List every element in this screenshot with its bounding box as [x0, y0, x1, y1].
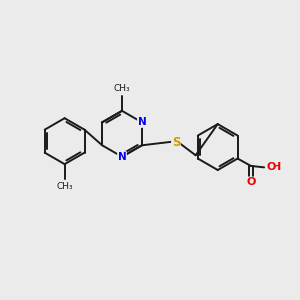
Text: CH₃: CH₃: [114, 85, 130, 94]
Text: H: H: [272, 162, 282, 172]
Text: O: O: [266, 162, 275, 172]
Text: CH₃: CH₃: [56, 182, 73, 190]
Text: O: O: [246, 177, 256, 187]
Text: S: S: [172, 136, 180, 149]
Text: N: N: [137, 117, 146, 127]
Text: N: N: [118, 152, 126, 162]
